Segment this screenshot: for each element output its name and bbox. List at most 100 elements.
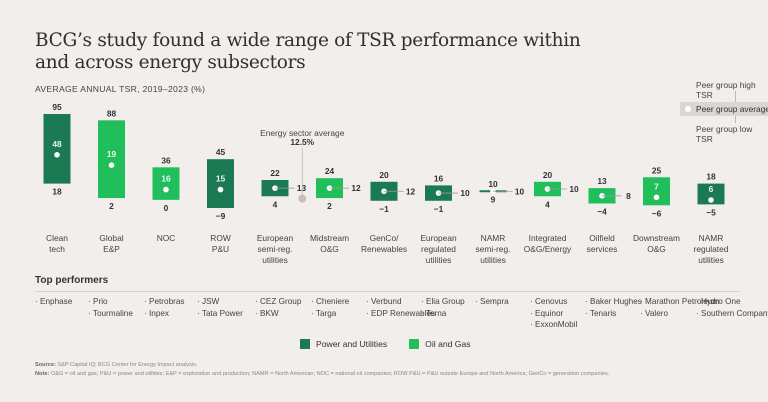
average-label: 12 xyxy=(406,186,416,196)
top-performer-item: · Inpex xyxy=(144,308,170,318)
category-label: utilities xyxy=(480,255,506,265)
peer-legend-low: Peer group low TSR xyxy=(696,124,753,144)
top-performers-divider xyxy=(35,291,740,292)
average-marker xyxy=(653,194,660,201)
low-label: 0 xyxy=(164,203,169,213)
range-chart: 951848Cleantech88219GlobalE&P36016NOC45−… xyxy=(43,102,729,265)
top-performer-item: · Valero xyxy=(640,308,669,318)
category-label: ROW xyxy=(210,233,231,243)
range-bar xyxy=(643,177,670,206)
high-label: 36 xyxy=(161,155,171,165)
legend-label-power-utilities: Power and Utilities xyxy=(316,339,388,349)
peer-legend-average-label: Peer group average TSR xyxy=(696,104,768,114)
top-performer-item: · Enphase xyxy=(35,297,73,306)
high-label: 22 xyxy=(270,168,280,178)
range-bar xyxy=(697,183,725,205)
high-label: 10 xyxy=(488,179,498,189)
top-performers-column: · Petrobras · Inpex xyxy=(144,296,196,319)
top-performers-column: · Prio · Tourmaline xyxy=(88,296,140,319)
energy-average-title: Energy sector average xyxy=(260,128,345,138)
top-performers-column: · Cenovus · Equinor · ExxonMobil xyxy=(530,296,582,331)
note-text: O&G = oil and gas; P&U = power and utili… xyxy=(50,370,610,377)
high-label: 16 xyxy=(434,173,444,183)
top-performer-item: · Elia Group xyxy=(421,297,465,306)
low-label: 18 xyxy=(52,187,62,197)
average-marker xyxy=(217,186,224,193)
low-label: −4 xyxy=(597,206,607,216)
top-performer-item: · ExxonMobil xyxy=(530,320,578,329)
category-label: GenCo/ xyxy=(370,233,400,243)
top-performers-column: · Elia Group · Terna xyxy=(421,296,473,319)
top-performer-item: · Cheniere xyxy=(311,297,350,306)
category-label: E&P xyxy=(103,244,120,254)
range-bar xyxy=(152,167,180,200)
chart-subtitle: AVERAGE ANNUAL TSR, 2019–2023 (%) xyxy=(35,84,206,94)
top-performers-column: · Cheniere · Targa xyxy=(311,296,363,319)
top-performer-item: · Terna xyxy=(421,308,447,318)
category-label: semi-reg. xyxy=(258,244,293,254)
category-label: O&G/Energy xyxy=(524,244,572,254)
top-performers-column: · Hydro One · Southern Company xyxy=(696,296,768,319)
high-label: 45 xyxy=(216,147,226,157)
top-performer-item: · JSW xyxy=(197,297,220,306)
average-label: 12 xyxy=(351,183,361,193)
low-label: −9 xyxy=(216,211,226,221)
high-label: 95 xyxy=(52,102,62,112)
top-performer-item: · Petrobras xyxy=(144,297,185,306)
source-text: S&P Capital IQ; BCG Center for Energy Im… xyxy=(57,362,198,368)
top-performer-item: · Marathon Petroleum xyxy=(640,297,720,306)
source-label: Source: xyxy=(35,362,56,368)
category-label: utilities xyxy=(426,255,452,265)
high-label: 24 xyxy=(325,166,335,176)
high-label: 20 xyxy=(543,170,553,180)
category-label: services xyxy=(587,244,618,254)
source-note: Source: S&P Capital IQ; BCG Center for E… xyxy=(35,361,609,370)
legend-label-oil-gas: Oil and Gas xyxy=(425,339,471,349)
top-performers-column: · JSW · Tata Power xyxy=(197,296,249,319)
top-performer-item: · Tata Power xyxy=(197,308,243,318)
category-label: Oilfield xyxy=(589,233,615,243)
category-label: European xyxy=(257,233,294,243)
legend-swatch-power-utilities xyxy=(300,339,310,349)
average-label: 8 xyxy=(626,191,631,201)
category-label: regulated xyxy=(421,244,456,254)
category-label: utilities xyxy=(698,255,724,265)
low-label: 2 xyxy=(109,201,114,211)
top-performers-title: Top performers xyxy=(35,275,109,286)
peer-group-legend: Peer group high TSR Peer group average T… xyxy=(630,80,768,144)
chart-legend: Power and Utilities Oil and Gas xyxy=(300,339,471,349)
average-label: 6 xyxy=(709,184,714,194)
abbrev-note: Note: O&G = oil and gas; P&U = power and… xyxy=(35,370,609,379)
category-label: P&U xyxy=(212,244,229,254)
legend-item-oil-gas: Oil and Gas xyxy=(409,339,471,349)
top-performer-item: · EDP Renewables xyxy=(366,308,436,318)
category-label: semi-reg. xyxy=(476,244,511,254)
top-performer-item: · CEZ Group xyxy=(255,297,302,306)
top-performers-column: · CEZ Group · BKW xyxy=(255,296,307,319)
average-label: 48 xyxy=(52,139,62,149)
category-label: tech xyxy=(49,244,65,254)
energy-average-marker xyxy=(298,194,307,203)
top-performer-item: · Southern Company xyxy=(696,308,768,318)
category-label: Downstream xyxy=(633,233,680,243)
average-marker xyxy=(163,186,169,193)
average-marker xyxy=(708,197,714,203)
range-bar xyxy=(43,114,71,184)
average-label: 10 xyxy=(569,184,579,194)
average-label: 10 xyxy=(515,186,525,196)
high-label: 88 xyxy=(107,108,117,118)
top-performer-item: · Cenovus xyxy=(530,297,568,306)
top-performer-item: · Equinor xyxy=(530,308,564,318)
top-performers-column: · Enphase xyxy=(35,296,87,308)
category-label: Midstream xyxy=(310,233,349,243)
legend-item-power-utilities: Power and Utilities xyxy=(300,339,387,349)
average-label: 13 xyxy=(297,183,307,193)
low-label: −1 xyxy=(434,204,444,214)
low-label: 2 xyxy=(327,201,332,211)
average-label: 19 xyxy=(107,149,117,159)
footnotes: Source: S&P Capital IQ; BCG Center for E… xyxy=(35,361,609,378)
category-label: regulated xyxy=(694,244,729,254)
low-label: −5 xyxy=(706,207,716,217)
top-performer-item: · Tenaris xyxy=(585,308,617,318)
low-label: 9 xyxy=(491,195,496,205)
